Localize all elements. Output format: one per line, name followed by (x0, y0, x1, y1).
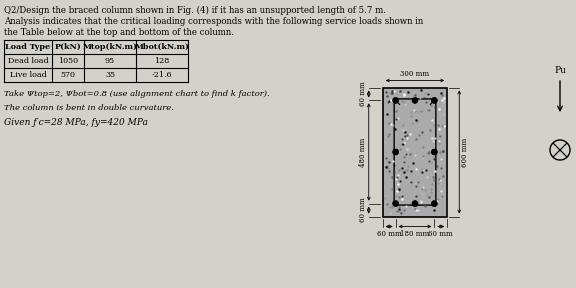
Circle shape (431, 97, 437, 103)
Circle shape (550, 140, 570, 160)
Circle shape (412, 201, 418, 206)
Circle shape (431, 149, 437, 155)
Text: Take Ψtop=2, Ψbot=0.8 (use alignment chart to find k factor).: Take Ψtop=2, Ψbot=0.8 (use alignment cha… (4, 90, 270, 98)
Text: Pu: Pu (554, 66, 566, 75)
Text: 128: 128 (154, 57, 169, 65)
Text: Given ƒ′c=28 MPa, fy=420 MPa: Given ƒ′c=28 MPa, fy=420 MPa (4, 118, 148, 127)
Text: 60 mm: 60 mm (359, 198, 367, 222)
Text: 180 mm: 180 mm (400, 230, 430, 238)
Text: the Table below at the top and bottom of the column.: the Table below at the top and bottom of… (4, 28, 234, 37)
Text: -21.6: -21.6 (151, 71, 172, 79)
Text: 480 mm: 480 mm (359, 137, 367, 167)
Text: 95: 95 (105, 57, 115, 65)
Circle shape (431, 201, 437, 206)
Text: 300 mm: 300 mm (400, 71, 430, 79)
Text: Live load: Live load (10, 71, 47, 79)
Circle shape (393, 201, 399, 206)
Text: Q2/Design the braced column shown in Fig. (4) if it has an unsupported length of: Q2/Design the braced column shown in Fig… (4, 6, 386, 15)
Circle shape (393, 97, 399, 103)
Circle shape (412, 97, 418, 103)
Circle shape (393, 149, 399, 155)
Bar (382, 88, 447, 217)
Text: Dead load: Dead load (7, 57, 48, 65)
Text: Mtop(kN.m): Mtop(kN.m) (82, 43, 138, 51)
Text: 60 mm: 60 mm (429, 230, 453, 238)
Text: P(kN): P(kN) (55, 43, 81, 51)
Text: Mbot(kN.m): Mbot(kN.m) (135, 43, 190, 51)
Text: 600 mm: 600 mm (461, 137, 469, 167)
Text: 1050: 1050 (58, 57, 78, 65)
Text: 570: 570 (60, 71, 75, 79)
Text: 35: 35 (105, 71, 115, 79)
Text: Load Type: Load Type (5, 43, 51, 51)
Text: 60 mm: 60 mm (377, 230, 401, 238)
Text: The column is bent in double curvature.: The column is bent in double curvature. (4, 104, 174, 112)
Text: 60 mm: 60 mm (359, 82, 367, 106)
Text: Analysis indicates that the critical loading corresponds with the following serv: Analysis indicates that the critical loa… (4, 17, 423, 26)
